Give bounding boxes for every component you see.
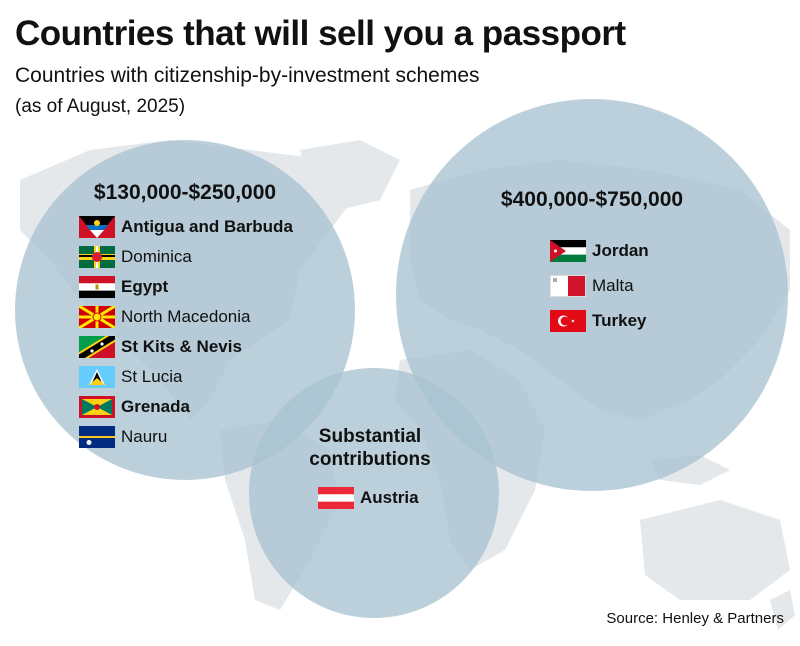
country-name: Egypt [121, 277, 169, 296]
country-name: Antigua and Barbuda [121, 217, 293, 236]
country-name: Dominica [121, 247, 192, 266]
country-row: Dominica [79, 246, 192, 268]
malta-flag-icon [550, 275, 586, 297]
dominica-flag-icon [79, 246, 115, 268]
stkitts-flag-icon [79, 336, 115, 358]
page-title: Countries that will sell you a passport [15, 14, 626, 53]
country-row: Egypt [79, 276, 168, 298]
nauru-flag-icon [79, 426, 115, 448]
contributions-heading-line1: Substantial [318, 426, 422, 447]
macedonia-flag-icon [79, 306, 115, 328]
country-name: Malta [592, 276, 634, 295]
country-name: North Macedonia [121, 307, 251, 326]
country-row: Nauru [79, 426, 167, 448]
low-price-heading: $130,000-$250,000 [93, 181, 277, 204]
austria-flag-icon [318, 487, 354, 509]
country-name: Nauru [121, 427, 168, 446]
turkey-flag-icon [550, 310, 586, 332]
source-note: Source: Henley & Partners [606, 610, 784, 627]
price-circle-high [396, 99, 788, 491]
country-name: Jordan [592, 241, 649, 260]
country-row: Antigua and Barbuda [79, 216, 293, 238]
country-row: Turkey [550, 310, 647, 332]
contributions-heading-line2: contributions [309, 449, 431, 470]
country-row: Austria [318, 487, 419, 509]
country-row: Jordan [550, 240, 649, 262]
contributions-heading: Substantial contributions [270, 425, 470, 471]
page-subtitle: Countries with citizenship-by-investment… [15, 64, 480, 87]
country-name: Grenada [121, 397, 190, 416]
egypt-flag-icon [79, 276, 115, 298]
as-of-date: (as of August, 2025) [15, 96, 186, 117]
country-name: St Kits & Nevis [121, 337, 242, 356]
country-name: St Lucia [121, 367, 183, 386]
country-name: Austria [360, 488, 419, 507]
country-row: North Macedonia [79, 306, 250, 328]
country-name: Turkey [592, 311, 647, 330]
country-row: St Kits & Nevis [79, 336, 242, 358]
high-price-heading: $400,000-$750,000 [500, 188, 684, 211]
stlucia-flag-icon [79, 366, 115, 388]
country-row: Malta [550, 275, 634, 297]
country-row: St Lucia [79, 366, 182, 388]
antigua-flag-icon [79, 216, 115, 238]
jordan-flag-icon [550, 240, 586, 262]
country-row: Grenada [79, 396, 190, 418]
contributions-circle [249, 368, 499, 618]
grenada-flag-icon [79, 396, 115, 418]
